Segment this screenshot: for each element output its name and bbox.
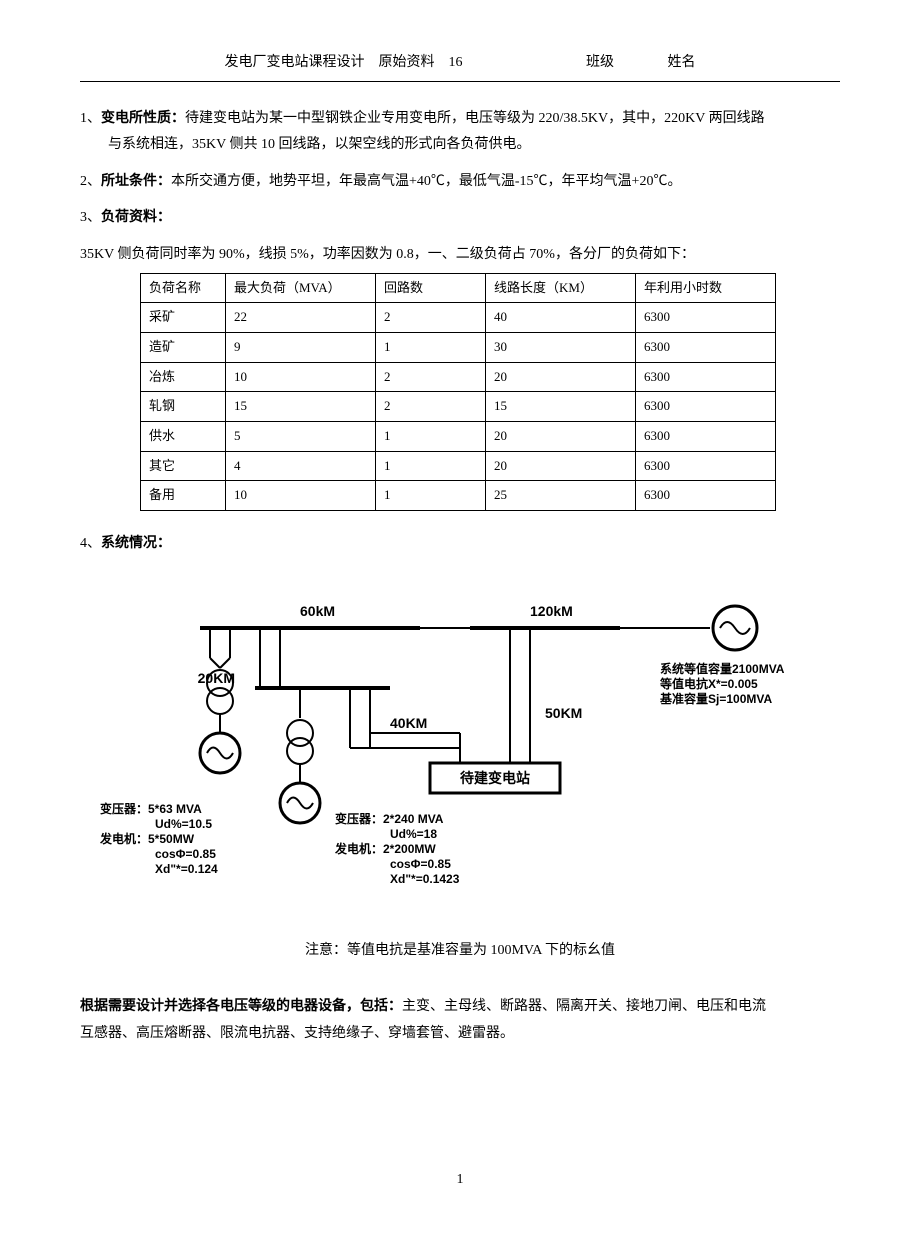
- sec3-num: 3、: [80, 210, 101, 225]
- mid-l4: cosΦ=0.85: [390, 857, 451, 871]
- th-circuits: 回路数: [376, 273, 486, 303]
- section-4: 4、系统情况：: [80, 531, 840, 558]
- sys-l3: 基准容量Sj=100MVA: [659, 691, 772, 706]
- left-l5: Xd"*=0.124: [155, 862, 218, 876]
- dist-60: 60kM: [300, 603, 335, 619]
- section-1: 1、变电所性质：待建变电站为某一中型钢铁企业专用变电所，电压等级为 220/38…: [80, 106, 840, 159]
- table-row: 采矿222406300: [141, 303, 776, 333]
- section-3: 3、负荷资料：: [80, 205, 840, 232]
- page-number: 1: [80, 1167, 840, 1194]
- sec3-title: 负荷资料：: [101, 210, 171, 225]
- left-l4: cosΦ=0.85: [155, 847, 216, 861]
- header-title: 发电厂变电站课程设计 原始资料 16: [225, 50, 463, 77]
- dist-20: 20KM: [198, 670, 235, 686]
- mid-l3: 发电机：2*200MW: [334, 841, 436, 856]
- table-row: 其它41206300: [141, 451, 776, 481]
- sec3-intro: 35KV 侧负荷同时率为 90%，线损 5%，功率因数为 0.8，一、二级负荷占…: [80, 242, 840, 269]
- station-label: 待建变电站: [460, 770, 530, 786]
- sys-l1: 系统等值容量2100MVA: [660, 661, 785, 676]
- section-2: 2、所址条件：本所交通方便，地势平坦，年最高气温+40℃，最低气温-15℃，年平…: [80, 169, 840, 196]
- dist-40: 40KM: [390, 715, 427, 731]
- sec4-title: 系统情况：: [101, 536, 171, 551]
- mid-l1: 变压器：2*240 MVA: [335, 811, 444, 826]
- table-row: 轧钢152156300: [141, 392, 776, 422]
- dist-120: 120kM: [530, 603, 573, 619]
- sec1-text2: 与系统相连，35KV 侧共 10 回线路，以架空线的形式向各负荷供电。: [108, 132, 840, 159]
- sec4-num: 4、: [80, 536, 101, 551]
- sec2-num: 2、: [80, 174, 101, 189]
- final-section: 根据需要设计并选择各电压等级的电器设备，包括：主变、主母线、断路器、隔离开关、接…: [80, 994, 840, 1047]
- sec2-text: 本所交通方便，地势平坦，年最高气温+40℃，最低气温-15℃，年平均气温+20℃…: [171, 174, 681, 189]
- load-table: 负荷名称 最大负荷（MVA） 回路数 线路长度（KM） 年利用小时数 采矿222…: [140, 273, 776, 512]
- table-row: 造矿91306300: [141, 332, 776, 362]
- th-name: 负荷名称: [141, 273, 226, 303]
- th-hours: 年利用小时数: [636, 273, 776, 303]
- left-l1: 变压器：5*63 MVA: [100, 801, 202, 816]
- table-row: 备用101256300: [141, 481, 776, 511]
- note-text: 注意：等值电抗是基准容量为 100MVA 下的标幺值: [80, 938, 840, 965]
- sys-l2: 等值电抗X*=0.005: [659, 676, 758, 691]
- mid-l2: Ud%=18: [390, 827, 437, 841]
- name-label: 姓名: [668, 55, 696, 70]
- mid-l5: Xd"*=0.1423: [390, 872, 460, 886]
- table-row: 冶炼102206300: [141, 362, 776, 392]
- page-header: 发电厂变电站课程设计 原始资料 16 班级 姓名: [80, 50, 840, 82]
- sec1-title: 变电所性质：: [101, 111, 185, 126]
- table-header-row: 负荷名称 最大负荷（MVA） 回路数 线路长度（KM） 年利用小时数: [141, 273, 776, 303]
- final-bold: 根据需要设计并选择各电压等级的电器设备，包括：: [80, 999, 402, 1014]
- final-text1: 主变、主母线、断路器、隔离开关、接地刀闸、电压和电流: [402, 999, 766, 1014]
- class-label: 班级: [586, 55, 614, 70]
- sec1-num: 1、: [80, 111, 101, 126]
- left-l2: Ud%=10.5: [155, 817, 212, 831]
- left-l3: 发电机：5*50MW: [100, 831, 195, 846]
- th-load: 最大负荷（MVA）: [226, 273, 376, 303]
- sec1-text1: 待建变电站为某一中型钢铁企业专用变电所，电压等级为 220/38.5KV，其中，…: [185, 111, 765, 126]
- table-row: 供水51206300: [141, 422, 776, 452]
- sec2-title: 所址条件：: [101, 174, 171, 189]
- final-text2: 互感器、高压熔断器、限流电抗器、支持绝缘子、穿墙套管、避雷器。: [80, 1021, 840, 1048]
- th-length: 线路长度（KM）: [486, 273, 636, 303]
- system-diagram: 60kM 120kM 系统等值容量2100MVA 等值电抗X*=0.005 基准…: [100, 588, 840, 908]
- dist-50: 50KM: [545, 705, 582, 721]
